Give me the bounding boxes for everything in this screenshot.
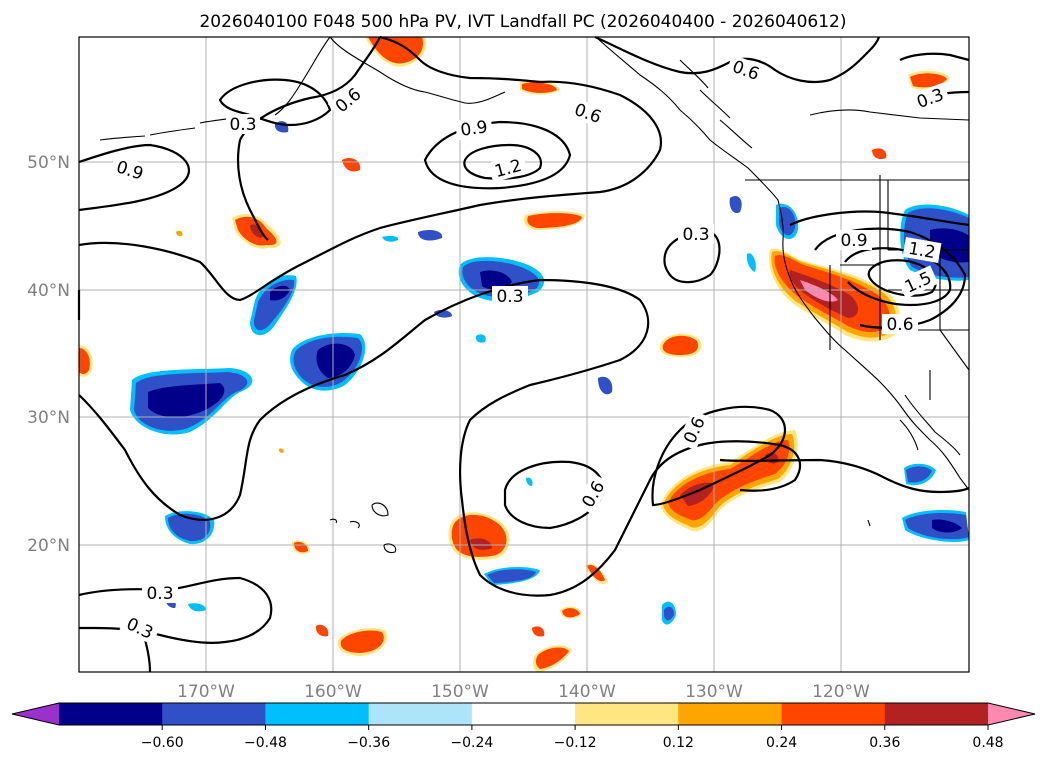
colorbar: −0.60 −0.48 −0.36 −0.24 −0.12 0.12 0.24 0.36 0.4… (11, 702, 1036, 751)
gridlines (79, 37, 969, 672)
negative-anomaly-central-west (290, 332, 366, 391)
lon-label: 140°W (558, 682, 616, 702)
contour-label: 0.3 (146, 584, 173, 604)
colorbar-swatch (162, 703, 266, 725)
contour-label: 0.3 (682, 225, 709, 245)
contour-label: 0.3 (229, 115, 256, 135)
map-panel: 0.6 0.3 0.9 1.2 0.6 0.6 0.3 0.9 0.3 0.9 … (77, 35, 970, 673)
negative-anomaly-large-west (130, 368, 253, 435)
lon-label: 130°W (685, 682, 743, 702)
colorbar-tick-label: −0.24 (450, 735, 493, 751)
positive-anomaly-small (79, 37, 950, 672)
lat-label: 30°N (27, 408, 70, 428)
colorbar-swatch (678, 703, 783, 725)
lon-label: 120°W (812, 682, 870, 702)
map-background (79, 37, 969, 672)
colorbar-swatch (781, 703, 886, 725)
colorbar-tick-label: −0.60 (141, 735, 184, 751)
colorbar-swatch (265, 703, 370, 725)
colorbar-tick-label: 0.48 (972, 735, 1003, 751)
colorbar-swatch (368, 703, 473, 725)
lon-label: 160°W (304, 682, 362, 702)
lat-label: 20°N (27, 536, 70, 556)
colorbar-swatch (471, 703, 576, 725)
colorbar-swatch (59, 703, 163, 725)
lat-label: 50°N (27, 153, 70, 173)
colorbar-outline (11, 702, 1036, 726)
figure-title: 2026040100 F048 500 hPa PV, IVT Landfall… (199, 12, 846, 32)
latitude-labels: 50°N 40°N 30°N 20°N (27, 153, 70, 556)
colorbar-tick-label: −0.48 (244, 735, 287, 751)
colorbar-swatch (575, 703, 679, 725)
colorbar-tick-label: −0.12 (554, 735, 597, 751)
colorbar-swatch (884, 703, 989, 725)
lon-label: 170°W (177, 682, 235, 702)
contour-label: 0.3 (496, 287, 523, 307)
contour-label: 0.6 (886, 315, 913, 335)
colorbar-min-extend (12, 703, 59, 725)
colorbar-tick-label: 0.24 (766, 735, 797, 751)
colorbar-tick-label: −0.36 (347, 735, 390, 751)
lat-label: 40°N (27, 281, 70, 301)
colorbar-max-extend (988, 703, 1035, 725)
colorbar-tick-label: 0.36 (869, 735, 900, 751)
colorbar-tick-label: 0.12 (663, 735, 694, 751)
map-frame (78, 36, 970, 673)
contour-label: 0.9 (840, 231, 867, 251)
contour-label: 1.2 (907, 239, 937, 263)
lon-label: 150°W (431, 682, 489, 702)
longitude-labels: 170°W 160°W 150°W 140°W 130°W 120°W (177, 682, 870, 702)
contour-label: 0.9 (459, 117, 489, 141)
